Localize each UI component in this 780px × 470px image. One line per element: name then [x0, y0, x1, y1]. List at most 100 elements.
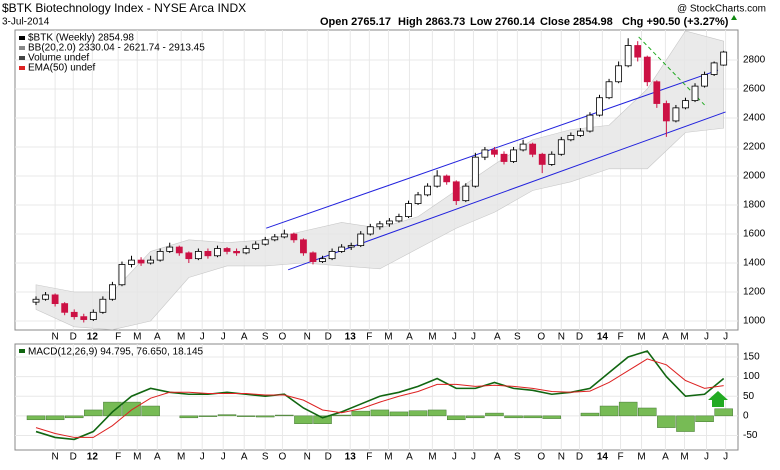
x-tick-label: N	[51, 452, 58, 463]
y-tick-label: 2400	[743, 113, 766, 124]
candle-body	[194, 251, 202, 260]
candle-body	[271, 236, 279, 241]
histogram-bar	[351, 410, 370, 417]
x-tick-label: N	[304, 332, 311, 343]
layer: 1000120014001600180020002200240026002800…	[15, 30, 766, 463]
x-tick-label: O	[279, 452, 287, 463]
x-tick-label: J	[221, 332, 226, 343]
x-tick-label: S	[514, 452, 521, 463]
chart-title: $BTK Biotechnology Index - NYSE Arca IND…	[2, 1, 246, 15]
x-tick-label: A	[662, 332, 669, 343]
x-tick-label: A	[494, 452, 501, 463]
x-tick-label: D	[576, 452, 583, 463]
x-tick-label: D	[70, 452, 77, 463]
x-tick-label: D	[325, 332, 332, 343]
histogram-bar	[638, 407, 657, 417]
y-tick-label: 1000	[743, 316, 766, 327]
x-tick-label: J	[471, 452, 476, 463]
x-tick-label: F	[617, 452, 623, 463]
x-tick-label: M	[133, 452, 141, 463]
x-tick-label: J	[723, 332, 728, 343]
x-tick-label: O	[279, 332, 287, 343]
histogram-bar	[389, 411, 409, 417]
x-tick-label: J	[704, 332, 709, 343]
candle-body	[519, 143, 527, 151]
candle-body	[175, 246, 183, 254]
candle-body	[204, 251, 212, 257]
candle-body	[643, 56, 651, 83]
x-tick-label: O	[537, 332, 545, 343]
candle-body	[405, 203, 412, 218]
histogram-bar	[236, 415, 256, 417]
legend-swatch	[19, 349, 25, 353]
x-tick-label: N	[51, 332, 58, 343]
candle-body	[70, 311, 78, 318]
x-tick-label: N	[558, 332, 565, 343]
high: High 2863.73	[398, 16, 465, 28]
up-arrow	[731, 15, 737, 20]
histogram-bar	[466, 415, 485, 419]
histogram-bar	[294, 415, 313, 424]
candle-body	[720, 51, 728, 66]
x-tick-label: A	[241, 332, 248, 343]
y-tick-label: 2200	[743, 142, 766, 153]
legend-label: Volume undef	[28, 53, 89, 64]
candle-body	[128, 259, 135, 265]
close: Close 2854.98	[540, 16, 613, 28]
y-tick-label: 100	[743, 371, 760, 382]
x-tick-label: M	[637, 332, 645, 343]
histogram-bar	[217, 414, 237, 417]
x-tick-label: J	[452, 332, 457, 343]
y-tick-label: 1600	[743, 229, 766, 240]
x-tick-label: J	[723, 452, 728, 463]
candle-body	[80, 316, 88, 320]
x-tick-label: D	[325, 452, 332, 463]
candle-body	[672, 107, 680, 122]
source: @ StockCharts.com	[677, 4, 766, 15]
candle-body	[252, 243, 260, 249]
candle-body	[538, 153, 546, 165]
x-tick-label: N	[304, 452, 311, 463]
candle-body	[414, 194, 422, 204]
legend-label: EMA(50) undef	[28, 63, 95, 74]
histogram-bar	[657, 415, 676, 428]
y-tick-label: 2600	[743, 84, 766, 95]
histogram-bar	[542, 415, 562, 419]
histogram-bar	[84, 409, 103, 417]
candle-body	[701, 74, 708, 87]
y-tick-label: 1200	[743, 287, 766, 298]
candle-body	[596, 97, 603, 116]
x-tick-label: M	[133, 332, 141, 343]
y-tick-label: -50	[743, 430, 758, 441]
candle-body	[567, 135, 575, 141]
histogram-bar	[45, 415, 65, 421]
candle-body	[624, 45, 632, 67]
candle-body	[557, 139, 565, 155]
x-tick-label: M	[680, 332, 688, 343]
histogram-bar	[504, 415, 523, 419]
candle-body	[376, 223, 384, 228]
histogram-bar	[198, 415, 218, 417]
change: Chg +90.50 (+3.27%)	[622, 16, 729, 28]
histogram-bar	[599, 405, 619, 417]
x-tick-label: J	[200, 452, 205, 463]
candle-body	[319, 258, 326, 262]
candle-body	[462, 185, 470, 202]
candle-body	[471, 156, 479, 187]
candle-body	[691, 85, 699, 102]
candle-body	[42, 294, 49, 300]
legend-swatch	[19, 46, 25, 50]
x-tick-label: J	[221, 452, 226, 463]
histogram-bar	[141, 405, 160, 417]
x-tick-label: D	[70, 332, 77, 343]
candle-body	[395, 216, 403, 222]
x-tick-label: O	[537, 452, 545, 463]
candle-body	[710, 62, 718, 75]
x-tick-label: D	[576, 332, 583, 343]
x-tick-label: F	[617, 332, 623, 343]
candle-body	[548, 153, 556, 165]
candle-body	[500, 153, 508, 162]
candle-body	[32, 298, 40, 303]
candle-body	[51, 294, 59, 305]
histogram-bar	[313, 415, 332, 424]
